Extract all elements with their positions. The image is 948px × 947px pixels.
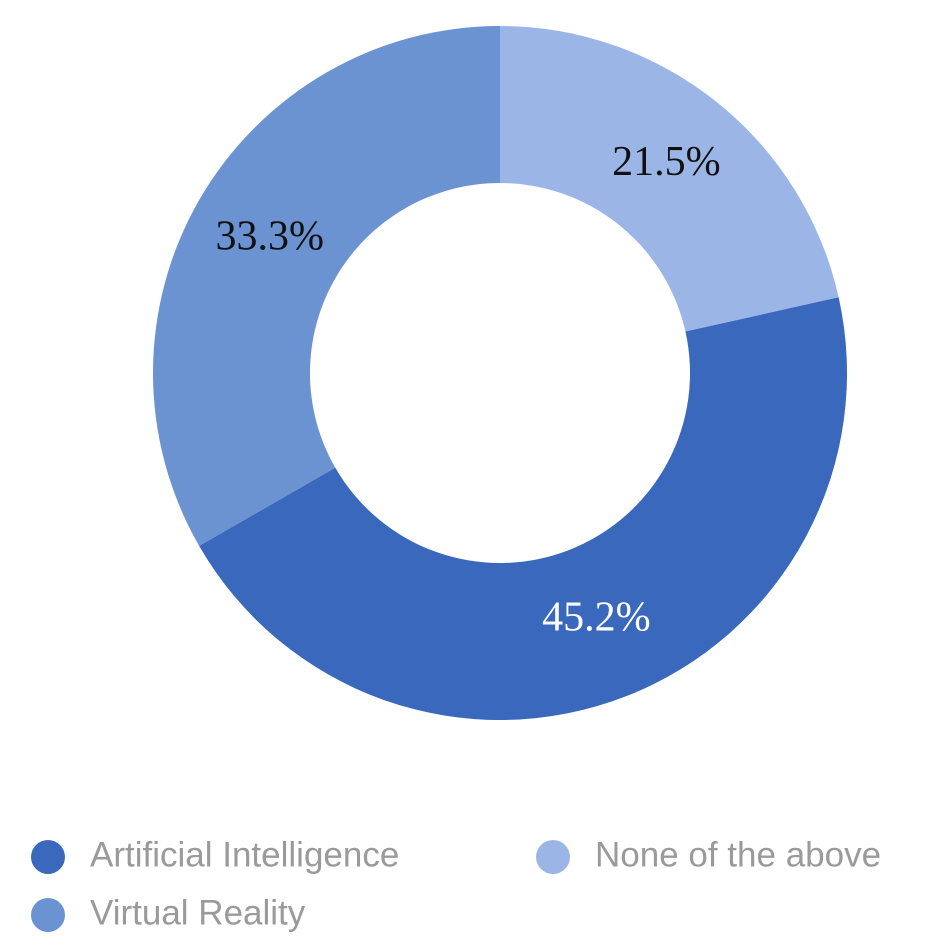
legend-marker	[31, 898, 65, 932]
legend-marker	[536, 840, 570, 874]
legend-label: Artificial Intelligence	[90, 835, 399, 874]
legend-label: Virtual Reality	[90, 893, 306, 932]
donut-slice	[500, 26, 839, 332]
legend-label: None of the above	[595, 835, 881, 874]
value-label: 21.5%	[612, 139, 721, 185]
legend-marker	[31, 840, 65, 874]
value-label: 45.2%	[542, 595, 651, 641]
donut-slice	[152, 26, 501, 546]
value-label: 33.3%	[216, 213, 325, 259]
donut-slice	[199, 297, 847, 720]
